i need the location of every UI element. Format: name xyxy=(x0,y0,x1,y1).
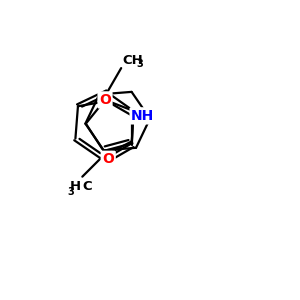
Text: NH: NH xyxy=(131,109,154,123)
Text: O: O xyxy=(102,152,114,166)
Text: O: O xyxy=(99,93,111,107)
Text: C: C xyxy=(82,180,92,193)
Text: CH: CH xyxy=(123,54,143,67)
Text: 3: 3 xyxy=(67,187,74,197)
Text: 3: 3 xyxy=(136,59,143,69)
Text: H: H xyxy=(70,180,81,193)
